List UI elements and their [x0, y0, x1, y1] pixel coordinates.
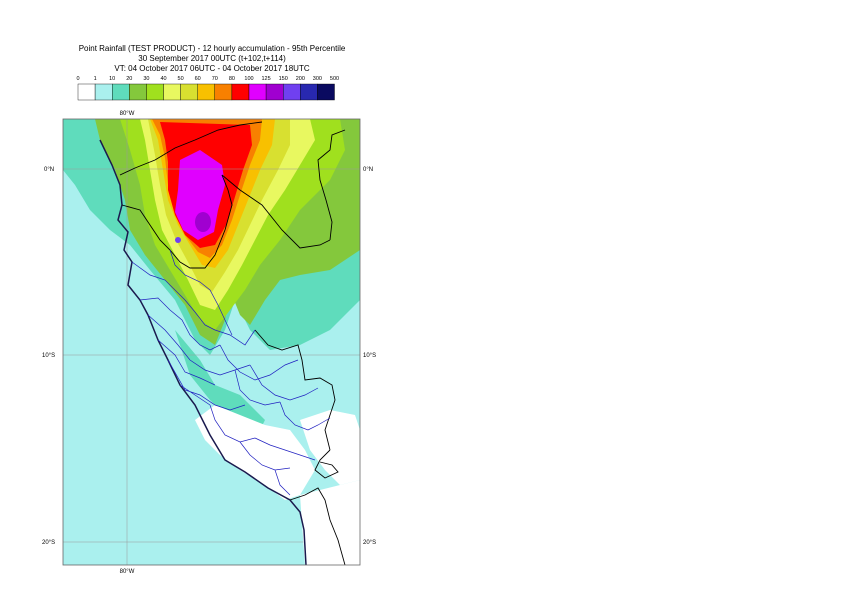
border-peru-colombia [221, 174, 331, 249]
lat-label-right-10s: 10°S [363, 353, 376, 359]
lat-label-left-0: 0°N [44, 167, 54, 173]
lat-label-right-0: 0°N [363, 167, 373, 173]
border-ecuador-peru [121, 174, 233, 269]
lat-label-left-20s: 20°S [42, 540, 55, 546]
border-peru-bolivia [314, 449, 339, 479]
legend-tick-label: 20 [126, 76, 132, 82]
border-brazil [317, 129, 346, 241]
legend-tick-label: 10 [109, 76, 115, 82]
legend-tick-label: 60 [195, 76, 201, 82]
legend-tick-label: 200 [296, 76, 305, 82]
map-frame [62, 118, 361, 566]
map-title-line2: 30 September 2017 00UTC (t+102,t+114) [138, 54, 286, 63]
legend-tick-label: 300 [313, 76, 322, 82]
legend-tick-label: 80 [229, 76, 235, 82]
dry-land-south [195, 405, 315, 500]
region-borders [131, 249, 331, 496]
legend-tick-label: 500 [330, 76, 339, 82]
border-peru-brazil [254, 329, 336, 451]
legend-tick-label: 40 [160, 76, 166, 82]
legend-tick-label: 150 [279, 76, 288, 82]
rain-area-teal-south [175, 330, 265, 440]
legend-tick-label: 1 [94, 76, 97, 82]
map-title-line3: VT: 04 October 2017 06UTC - 04 October 2… [114, 64, 310, 73]
legend-tick-label: 0 [76, 76, 79, 82]
rain-core-purple-small [175, 237, 181, 243]
legend-tick-label: 50 [178, 76, 184, 82]
legend-swatch-14 [317, 83, 335, 101]
lat-label-right-20s: 20°S [363, 540, 376, 546]
legend-tick-label: 30 [143, 76, 149, 82]
legend-tick-label: 70 [212, 76, 218, 82]
lon-label-bottom: 80°W [120, 569, 135, 575]
legend-tick-label: 100 [244, 76, 253, 82]
rain-core-purple [195, 212, 211, 232]
dry-land-chile [300, 480, 360, 565]
map-title-line1: Point Rainfall (TEST PRODUCT) - 12 hourl… [78, 44, 346, 53]
lat-label-left-10s: 10°S [42, 353, 55, 359]
legend-tick-label: 125 [262, 76, 271, 82]
rain-area-magenta [175, 150, 225, 240]
border-ecuador-colombia [119, 121, 263, 176]
dry-land-east [300, 410, 360, 485]
lon-label-top: 80°W [120, 111, 135, 117]
border-chile [289, 487, 346, 565]
